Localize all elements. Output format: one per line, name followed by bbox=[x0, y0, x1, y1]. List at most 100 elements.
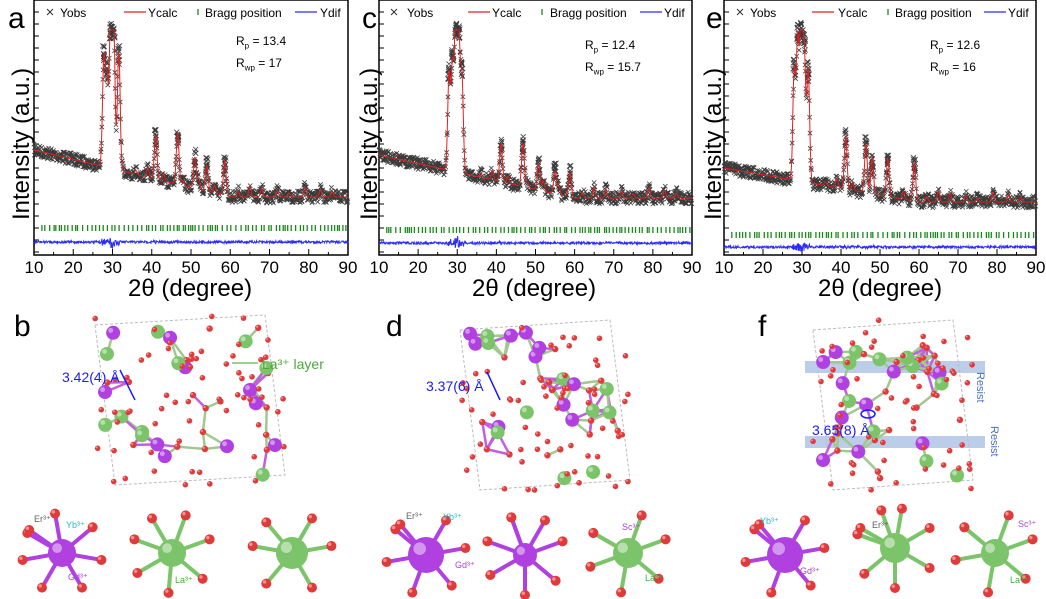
x-tick-label: 10 bbox=[24, 258, 44, 277]
o-atom bbox=[483, 446, 491, 453]
o-atom bbox=[910, 425, 917, 432]
o-atom bbox=[576, 480, 582, 486]
o-atom bbox=[50, 508, 61, 519]
o-atom bbox=[518, 324, 525, 331]
o-atom bbox=[240, 315, 247, 321]
o-atom bbox=[223, 407, 230, 414]
ion-yb-d: Yb³⁺ bbox=[443, 512, 462, 522]
o-atom bbox=[940, 462, 947, 468]
o-atom bbox=[550, 575, 561, 586]
panel-letter-c: c bbox=[362, 2, 377, 35]
ion-la-b: La³⁺ bbox=[175, 575, 193, 585]
o-atom bbox=[152, 420, 159, 427]
center-atom bbox=[513, 543, 537, 567]
x-tick-label: 10 bbox=[714, 258, 734, 277]
o-atom bbox=[484, 368, 491, 375]
rwp-value-a: Rwp = 17 bbox=[236, 56, 282, 73]
legend-yobs-symbol bbox=[736, 8, 744, 16]
bragg-positions bbox=[386, 227, 691, 233]
distance-label-f: 3.65(8) Å bbox=[812, 422, 870, 438]
o-atom bbox=[180, 510, 191, 521]
o-atom bbox=[96, 554, 107, 565]
o-atom bbox=[865, 433, 872, 440]
plot-frame bbox=[33, 0, 349, 256]
o-atom bbox=[566, 343, 573, 349]
o-atom bbox=[562, 372, 568, 379]
o-atom bbox=[544, 438, 551, 445]
o-atom bbox=[920, 342, 926, 349]
o-atom bbox=[441, 515, 451, 526]
gd-atom bbox=[106, 325, 121, 340]
o-atom bbox=[77, 582, 87, 593]
o-atom bbox=[740, 556, 751, 567]
o-atom bbox=[534, 446, 541, 453]
o-atom bbox=[506, 512, 517, 523]
coordination-sc-f bbox=[950, 510, 1038, 598]
o-atom bbox=[614, 427, 621, 434]
bragg-ticks bbox=[41, 225, 347, 231]
ion-sc-d: Sc³⁺ bbox=[622, 522, 641, 532]
ydif-line bbox=[378, 235, 693, 248]
o-atom bbox=[585, 399, 592, 406]
o-atom bbox=[921, 444, 927, 451]
x-tick-label: 70 bbox=[604, 258, 624, 277]
ion-la-f: La³⁺ bbox=[1010, 575, 1028, 585]
o-atom bbox=[827, 481, 834, 487]
o-atom bbox=[201, 445, 209, 453]
rp-value-c: Rp = 12.4 bbox=[585, 38, 636, 55]
chart-panel-2 bbox=[721, 0, 1039, 256]
crystal-structure-b bbox=[92, 313, 287, 488]
la-atom bbox=[255, 467, 270, 482]
o-atom bbox=[326, 541, 337, 552]
o-atom bbox=[132, 568, 143, 578]
x-tick-label: 60 bbox=[220, 258, 240, 277]
o-atom bbox=[479, 418, 486, 426]
legend-yobs-e: Yobs bbox=[750, 6, 777, 20]
o-atom bbox=[407, 587, 418, 598]
o-atom bbox=[805, 580, 816, 591]
panel-letter-a: a bbox=[8, 2, 25, 35]
distance-arrow-d bbox=[486, 371, 501, 401]
o-atom bbox=[956, 465, 962, 472]
o-atom bbox=[890, 583, 900, 593]
o-atom bbox=[854, 375, 860, 382]
o-atom bbox=[1027, 534, 1038, 545]
o-atom bbox=[966, 466, 973, 472]
la-atom bbox=[848, 344, 863, 359]
bond bbox=[264, 407, 268, 435]
x-tick-label: 90 bbox=[338, 258, 358, 277]
center-atom bbox=[767, 537, 803, 573]
yobs-marks bbox=[376, 20, 695, 207]
x-tick-label: 60 bbox=[565, 258, 585, 277]
rp-value-e: Rp = 12.6 bbox=[930, 38, 981, 55]
o-atom bbox=[880, 439, 886, 446]
o-atom bbox=[910, 373, 917, 380]
chart-panel-0 bbox=[31, 0, 351, 256]
legend-bragg-c: Bragg position bbox=[550, 6, 627, 20]
o-atom bbox=[571, 335, 578, 341]
rwp-value-e: Rwp = 16 bbox=[930, 60, 976, 77]
o-atom bbox=[477, 441, 484, 447]
x-tick-label: 80 bbox=[643, 258, 663, 277]
o-atom bbox=[568, 442, 574, 449]
o-atom bbox=[625, 391, 631, 398]
la-atom bbox=[481, 336, 496, 351]
coordination-gd-f bbox=[740, 515, 830, 598]
o-atom bbox=[92, 315, 98, 322]
coordination-er-f bbox=[852, 503, 935, 593]
center-atom bbox=[613, 538, 643, 568]
o-atom bbox=[541, 384, 547, 390]
unit-cell bbox=[812, 319, 974, 491]
resist-label-2: Resist bbox=[988, 426, 1000, 457]
o-atom bbox=[564, 471, 571, 477]
la-atom bbox=[586, 464, 601, 479]
o-atom bbox=[202, 404, 209, 412]
o-atom bbox=[255, 386, 262, 392]
bond bbox=[201, 408, 207, 433]
o-atom bbox=[185, 398, 192, 405]
o-atom bbox=[838, 401, 844, 408]
center-atom bbox=[48, 539, 76, 567]
o-atom bbox=[849, 470, 856, 477]
o-atom bbox=[104, 379, 111, 386]
gd-atom bbox=[532, 340, 547, 355]
